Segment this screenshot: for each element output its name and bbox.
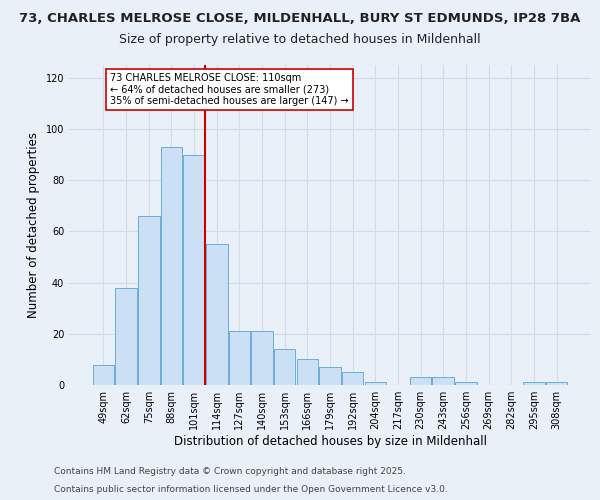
Bar	[229, 331, 250, 385]
Text: Contains HM Land Registry data © Crown copyright and database right 2025.: Contains HM Land Registry data © Crown c…	[54, 467, 406, 476]
Bar	[319, 367, 341, 385]
Bar	[161, 147, 182, 385]
Y-axis label: Number of detached properties: Number of detached properties	[27, 132, 40, 318]
Bar	[296, 360, 318, 385]
Bar	[93, 364, 114, 385]
Bar	[115, 288, 137, 385]
Text: Size of property relative to detached houses in Mildenhall: Size of property relative to detached ho…	[119, 32, 481, 46]
Bar	[206, 244, 227, 385]
Bar	[274, 349, 295, 385]
Bar	[410, 378, 431, 385]
Bar	[523, 382, 545, 385]
Bar	[455, 382, 476, 385]
Bar	[342, 372, 364, 385]
Text: 73 CHARLES MELROSE CLOSE: 110sqm
← 64% of detached houses are smaller (273)
35% : 73 CHARLES MELROSE CLOSE: 110sqm ← 64% o…	[110, 72, 349, 106]
Bar	[546, 382, 567, 385]
Bar	[184, 154, 205, 385]
X-axis label: Distribution of detached houses by size in Mildenhall: Distribution of detached houses by size …	[173, 435, 487, 448]
Text: 73, CHARLES MELROSE CLOSE, MILDENHALL, BURY ST EDMUNDS, IP28 7BA: 73, CHARLES MELROSE CLOSE, MILDENHALL, B…	[19, 12, 581, 26]
Text: Contains public sector information licensed under the Open Government Licence v3: Contains public sector information licen…	[54, 485, 448, 494]
Bar	[251, 331, 273, 385]
Bar	[433, 378, 454, 385]
Bar	[365, 382, 386, 385]
Bar	[138, 216, 160, 385]
